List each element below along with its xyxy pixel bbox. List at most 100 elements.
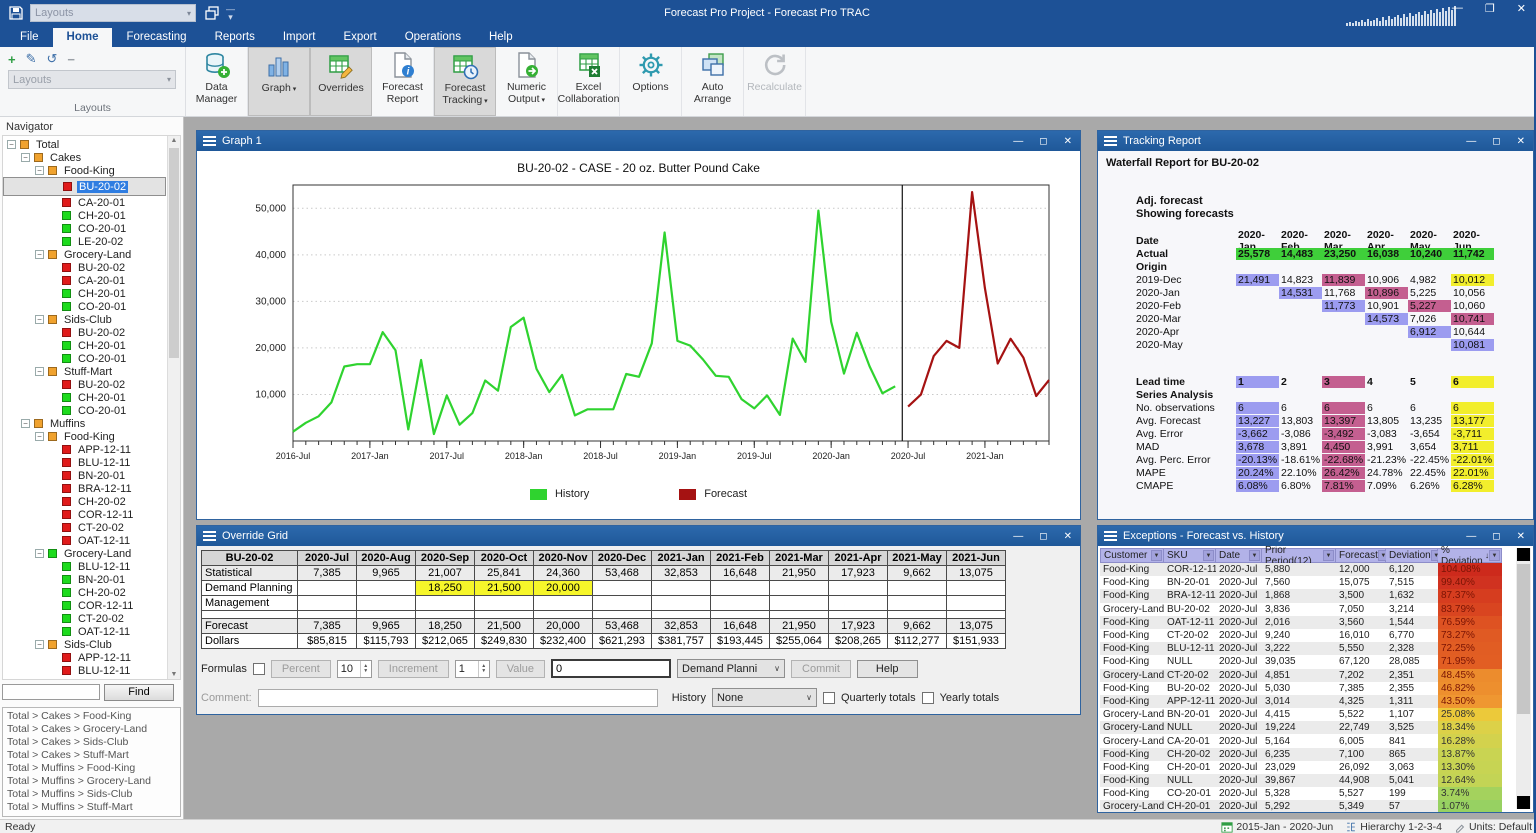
ribbon-tab-import[interactable]: Import [269,28,330,47]
override-cell[interactable] [770,581,829,596]
override-cell[interactable]: 7,385 [298,619,357,634]
tree-item-cor-12-11[interactable]: COR-12-11 [3,599,166,612]
override-window-header[interactable]: Override Grid — ◻ ✕ [197,526,1080,546]
ribbon-button-forecast-report[interactable]: iForecast Report [372,47,434,116]
override-cell[interactable]: 21,500 [475,581,534,596]
undo-layout-icon[interactable]: ↺ [47,51,58,67]
tree-item-blu-12-11[interactable]: BLU-12-11 [3,456,166,469]
exceptions-col-header-forecast[interactable]: Forecast▼ [1336,548,1386,563]
tree-item-ch-20-02[interactable]: CH-20-02 [3,586,166,599]
tree-item-blu-12-11[interactable]: BLU-12-11 [3,664,166,677]
toolbar-overflow-icon[interactable]: —▾ [226,5,235,21]
override-cell[interactable] [770,596,829,611]
override-cell[interactable] [711,581,770,596]
tree-collapse-icon[interactable]: − [35,432,44,441]
scrollbar-thumb[interactable] [1517,564,1530,714]
filter-dropdown-icon[interactable]: ▼ [1203,550,1214,561]
restore-button[interactable]: ❐ [1485,2,1495,15]
override-cell[interactable]: $212,065 [416,634,475,649]
filter-dropdown-icon[interactable]: ▼ [1151,550,1162,561]
tree-collapse-icon[interactable]: − [35,166,44,175]
override-cell[interactable] [593,581,652,596]
tree-item-bn-20-01[interactable]: BN-20-01 [3,677,166,680]
override-cell[interactable]: $193,445 [711,634,770,649]
ribbon-button-graph[interactable]: Graph ▾ [248,47,310,116]
exceptions-row[interactable]: Food-KingAPP-12-112020-Jul3,0144,3251,31… [1100,695,1502,708]
override-cell[interactable]: 9,965 [357,619,416,634]
scroll-up-button[interactable] [1517,548,1530,561]
add-layout-icon[interactable]: + [8,52,16,67]
scroll-up-icon[interactable]: ▲ [168,137,180,144]
override-cell[interactable] [770,611,829,619]
tree-item-stuff-mart[interactable]: −Stuff-Mart [3,365,166,378]
minimize-button[interactable]: — [1013,531,1023,542]
tree-item-ch-20-01[interactable]: CH-20-01 [3,339,166,352]
ribbon-button-excel-collaboration[interactable]: Excel Collaboration [558,47,620,116]
menu-icon[interactable] [203,136,216,146]
tree-item-ct-20-02[interactable]: CT-20-02 [3,612,166,625]
minimize-button[interactable]: — [1013,136,1023,147]
override-cell[interactable] [416,596,475,611]
tree-item-app-12-11[interactable]: APP-12-11 [3,443,166,456]
override-cell[interactable]: $621,293 [593,634,652,649]
override-cell[interactable]: $208,265 [829,634,888,649]
forecast-chart[interactable]: 10,00020,00030,00040,00050,0002016-Jul20… [197,175,1074,481]
override-cell[interactable] [416,611,475,619]
ribbon-tab-reports[interactable]: Reports [201,28,269,47]
override-cell[interactable] [298,611,357,619]
override-cell[interactable]: 13,075 [947,619,1006,634]
filter-dropdown-icon[interactable]: ▼ [1489,550,1500,561]
exceptions-row[interactable]: Food-KingCH-20-012020-Jul23,02926,0923,0… [1100,761,1502,774]
tree-item-ch-20-02[interactable]: CH-20-02 [3,495,166,508]
tree-item-oat-12-11[interactable]: OAT-12-11 [3,625,166,638]
find-button[interactable]: Find [104,684,174,701]
override-cell[interactable] [652,596,711,611]
override-cell[interactable]: 24,360 [534,566,593,581]
override-cell[interactable]: $249,830 [475,634,534,649]
tree-item-bn-20-01[interactable]: BN-20-01 [3,573,166,586]
override-cell[interactable] [357,596,416,611]
override-cell[interactable]: 53,468 [593,619,652,634]
exceptions-row[interactable]: Grocery-LandBU-20-022020-Jul3,8367,0503,… [1100,603,1502,616]
layouts-combo[interactable]: Layouts ▾ [8,70,176,89]
tree-item-ch-20-01[interactable]: CH-20-01 [3,209,166,222]
exceptions-row[interactable]: Food-KingBU-20-022020-Jul5,0307,3852,355… [1100,682,1502,695]
override-cell[interactable]: 20,000 [534,619,593,634]
ribbon-button-forecast-tracking[interactable]: Forecast Tracking ▾ [434,47,496,116]
ribbon-tab-export[interactable]: Export [329,28,390,47]
exceptions-row[interactable]: Grocery-LandCT-20-022020-Jul4,8517,2022,… [1100,669,1502,682]
exceptions-row[interactable]: Grocery-LandCH-20-012020-Jul5,2925,34957… [1100,800,1502,812]
exceptions-row[interactable]: Food-KingCT-20-022020-Jul9,24016,0106,77… [1100,629,1502,642]
override-cell[interactable]: $381,757 [652,634,711,649]
hierarchy-path-item[interactable]: Total > Muffins > Grocery-Land [7,775,176,788]
quick-layouts-combo[interactable]: Layouts ▾ [30,4,196,22]
tree-item-bu-20-02[interactable]: BU-20-02 [3,261,166,274]
filter-dropdown-icon[interactable]: ▼ [1249,550,1260,561]
override-cell[interactable]: 32,853 [652,566,711,581]
ribbon-tab-file[interactable]: File [6,28,53,47]
tree-item-bra-12-11[interactable]: BRA-12-11 [3,482,166,495]
exceptions-row[interactable]: Food-KingNULL2020-Jul39,03567,12028,0857… [1100,655,1502,668]
override-cell[interactable] [593,596,652,611]
tree-item-co-20-01[interactable]: CO-20-01 [3,352,166,365]
tree-item-blu-12-11[interactable]: BLU-12-11 [3,560,166,573]
override-cell[interactable]: 9,965 [357,566,416,581]
maximize-button[interactable]: ◻ [1039,531,1047,542]
ribbon-tab-help[interactable]: Help [475,28,527,47]
increment-stepper[interactable]: 1 ▲▼ [455,660,490,678]
tree-item-muffins[interactable]: −Muffins [3,417,166,430]
exceptions-row[interactable]: Food-KingBRA-12-112020-Jul1,8683,5001,63… [1100,589,1502,602]
tracking-window-header[interactable]: Tracking Report — ◻ ✕ [1098,131,1533,151]
override-cell[interactable]: 25,841 [475,566,534,581]
override-target-select[interactable]: Demand Planni ∨ [677,659,785,678]
menu-icon[interactable] [1104,531,1117,541]
override-cell[interactable]: $112,277 [888,634,947,649]
tree-collapse-icon[interactable]: − [21,419,30,428]
minimize-button[interactable]: — [1466,531,1476,542]
override-cell[interactable]: 18,250 [416,619,475,634]
exceptions-col-header--deviation[interactable]: % Deviation↓▼ [1438,548,1502,563]
exceptions-row[interactable]: Food-KingCO-20-012020-Jul5,3285,5271993.… [1100,787,1502,800]
scrollbar-thumb[interactable] [169,148,179,358]
override-cell[interactable]: 21,950 [770,566,829,581]
percent-stepper[interactable]: 10 ▲▼ [337,660,372,678]
